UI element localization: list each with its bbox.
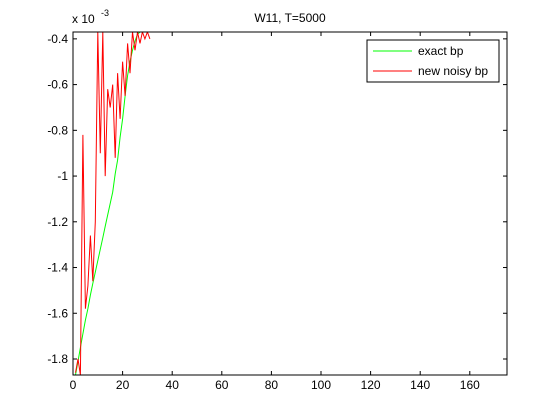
chart-title: W11, T=5000 xyxy=(254,11,326,25)
y-tick-label: -1.8 xyxy=(47,352,68,366)
x-tick-label: 60 xyxy=(215,378,229,392)
y-exponent-base: x 10 xyxy=(72,12,95,26)
series-layer xyxy=(75,32,151,375)
plot-area xyxy=(73,32,507,375)
series-line-1 xyxy=(75,32,151,375)
y-tick-label: -1 xyxy=(57,169,68,183)
legend: exact bp new noisy bp xyxy=(366,39,500,83)
x-tick-label: 0 xyxy=(70,378,77,392)
y-tick-label: -0.4 xyxy=(47,32,68,46)
x-tick-label: 120 xyxy=(361,378,381,392)
legend-label-exact-bp: exact bp xyxy=(418,44,464,58)
x-tick-label: 160 xyxy=(460,378,480,392)
y-tick-label: -0.6 xyxy=(47,78,68,92)
x-tick-label: 100 xyxy=(311,378,331,392)
x-tick-label: 80 xyxy=(265,378,279,392)
y-tick-label: -1.6 xyxy=(47,306,68,320)
x-tick-label: 140 xyxy=(410,378,430,392)
y-tick-label: -1.4 xyxy=(47,261,68,275)
legend-label-new-noisy-bp: new noisy bp xyxy=(418,64,488,78)
y-tick-label: -0.8 xyxy=(47,123,68,137)
y-exponent-power: -3 xyxy=(101,8,109,18)
y-axis: -1.8 -1.6 -1.4 -1.2 -1 -0.8 -0.6 -0.4 xyxy=(47,32,507,366)
x-tick-label: 20 xyxy=(116,378,130,392)
legend-box xyxy=(366,39,500,83)
y-tick-label: -1.2 xyxy=(47,215,68,229)
axes-box xyxy=(72,31,508,376)
x-axis: 0 20 40 60 80 100 120 140 160 xyxy=(70,32,480,392)
x-tick-label: 40 xyxy=(166,378,180,392)
